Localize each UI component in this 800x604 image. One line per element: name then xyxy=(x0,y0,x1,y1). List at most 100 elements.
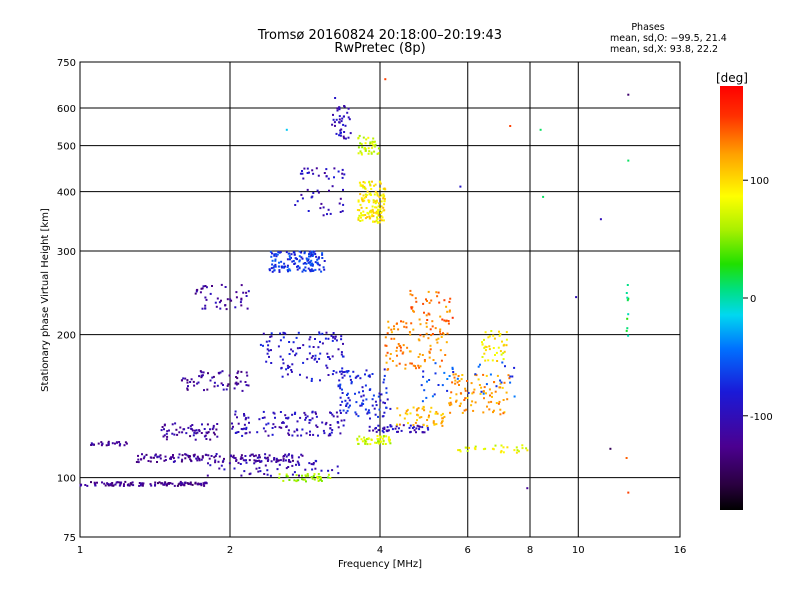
data-point xyxy=(361,198,364,201)
data-point xyxy=(436,295,439,298)
data-point xyxy=(199,370,202,373)
data-point xyxy=(440,422,443,425)
data-point xyxy=(359,184,362,187)
data-point xyxy=(342,203,345,206)
data-point xyxy=(440,359,443,362)
data-point xyxy=(286,266,289,268)
data-point xyxy=(187,426,190,429)
data-point xyxy=(306,167,309,170)
data-point xyxy=(204,304,207,307)
data-point xyxy=(446,310,449,313)
data-point xyxy=(324,423,327,426)
data-point xyxy=(431,325,434,328)
data-point xyxy=(471,400,474,403)
data-point xyxy=(626,327,629,330)
data-point xyxy=(463,399,466,401)
data-point xyxy=(362,186,365,189)
data-point xyxy=(266,473,269,476)
data-point xyxy=(386,398,389,401)
data-point xyxy=(326,352,329,355)
data-point xyxy=(409,412,412,415)
data-point xyxy=(301,257,304,260)
data-point xyxy=(428,414,430,417)
data-point xyxy=(297,479,300,482)
data-point xyxy=(191,483,194,486)
data-point xyxy=(243,414,246,417)
data-point xyxy=(165,432,168,435)
data-point xyxy=(285,426,288,428)
data-point xyxy=(338,115,341,118)
data-point xyxy=(394,427,397,430)
data-point xyxy=(497,346,500,349)
data-point xyxy=(498,400,501,403)
data-point xyxy=(274,259,277,262)
data-point xyxy=(211,285,213,287)
data-point xyxy=(105,444,108,447)
x-tick-label: 8 xyxy=(527,545,533,556)
data-point xyxy=(370,151,373,154)
data-point xyxy=(250,453,253,456)
data-point xyxy=(386,351,389,354)
data-point xyxy=(390,337,393,340)
data-point xyxy=(309,269,312,272)
data-point xyxy=(447,320,450,322)
data-point xyxy=(371,210,374,213)
data-point xyxy=(352,370,355,373)
data-point xyxy=(485,346,488,348)
data-point xyxy=(251,453,254,456)
phase-stats-x: mean, sd,X: 93.8, 22.2 xyxy=(610,44,718,55)
data-point xyxy=(278,459,280,462)
data-point xyxy=(227,383,230,386)
data-point xyxy=(361,402,364,405)
data-point xyxy=(444,354,447,356)
data-point xyxy=(163,459,166,462)
data-point xyxy=(291,464,294,467)
data-point xyxy=(449,401,452,404)
data-point xyxy=(296,265,298,268)
data-point xyxy=(291,454,293,457)
data-point xyxy=(245,384,248,387)
data-point xyxy=(375,430,378,433)
data-point xyxy=(458,380,461,382)
data-point xyxy=(154,454,157,457)
data-point xyxy=(240,370,243,373)
data-point xyxy=(295,479,298,482)
data-point xyxy=(423,311,425,314)
data-point xyxy=(305,416,307,419)
data-point xyxy=(183,483,186,486)
data-point xyxy=(293,413,296,415)
data-point xyxy=(304,413,307,416)
data-point xyxy=(206,423,209,426)
data-point xyxy=(366,412,369,415)
data-point xyxy=(370,215,373,218)
data-point xyxy=(374,190,377,193)
data-point xyxy=(215,305,218,308)
data-point xyxy=(343,419,346,422)
data-point xyxy=(304,474,307,477)
data-point xyxy=(212,431,215,434)
data-point xyxy=(306,473,309,475)
data-point xyxy=(368,425,371,428)
data-point xyxy=(383,411,386,414)
data-point xyxy=(391,360,394,362)
data-point xyxy=(220,283,223,286)
data-point xyxy=(149,483,152,486)
data-point xyxy=(232,454,235,457)
data-point xyxy=(382,443,385,445)
data-point xyxy=(204,285,207,287)
data-point xyxy=(247,384,250,387)
data-point xyxy=(90,442,93,445)
data-point xyxy=(181,379,183,382)
data-point xyxy=(232,425,234,428)
data-point xyxy=(184,377,187,380)
data-point xyxy=(626,284,629,286)
data-point xyxy=(320,270,323,273)
data-point xyxy=(381,216,384,219)
data-point xyxy=(270,362,273,364)
data-point xyxy=(338,134,341,137)
data-point xyxy=(499,413,502,416)
data-point xyxy=(311,477,314,480)
data-point xyxy=(307,267,310,270)
data-point xyxy=(194,481,197,484)
data-point xyxy=(371,404,374,407)
